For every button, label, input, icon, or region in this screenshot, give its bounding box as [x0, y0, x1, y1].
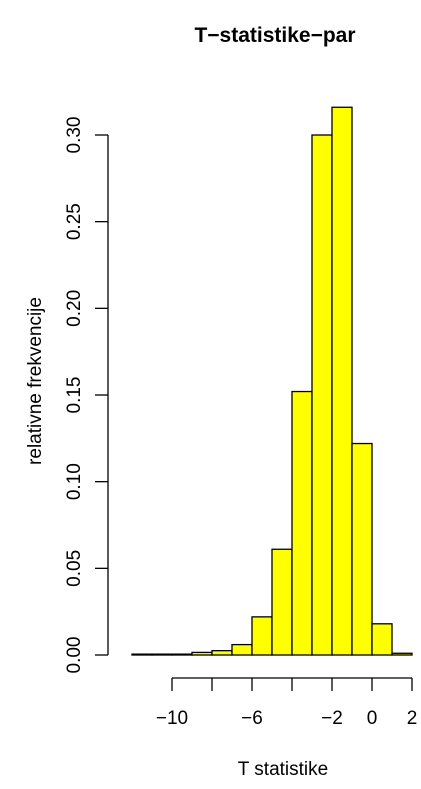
histogram-bar	[271, 548, 293, 656]
y-tick-label: 0.15	[64, 377, 85, 414]
x-tick-label: −2	[321, 708, 343, 729]
y-tick-label: 0.05	[64, 550, 85, 587]
y-tick-label: 0.00	[64, 637, 85, 674]
histogram-bar	[191, 651, 213, 656]
histogram-bar	[231, 643, 253, 656]
chart-title: T−statistike−par	[194, 24, 355, 47]
histogram-bar	[171, 653, 193, 656]
x-tick-label: −6	[241, 708, 263, 729]
histogram-bar	[311, 134, 333, 656]
x-tick-label: −10	[156, 708, 188, 729]
histogram-bar	[371, 623, 393, 656]
y-tick-label: 0.30	[64, 117, 85, 154]
y-axis-label: relativne frekvencije	[25, 297, 46, 465]
y-tick-label: 0.10	[64, 463, 85, 500]
histogram-bar	[251, 616, 273, 656]
x-axis: −10 −6 −2 0 2	[156, 677, 418, 729]
bars-group	[131, 106, 413, 656]
y-tick-label: 0.20	[64, 290, 85, 327]
histogram-bar	[211, 650, 233, 656]
histogram-bar	[131, 653, 153, 656]
histogram-bar	[151, 653, 173, 656]
histogram-bar	[331, 106, 353, 656]
x-tick-label: 0	[367, 708, 378, 729]
x-axis-label: T statistike	[238, 759, 328, 780]
histogram-bar	[391, 652, 413, 656]
y-tick-label: 0.25	[64, 203, 85, 240]
x-tick-label: 2	[407, 708, 418, 729]
histogram-bar	[351, 442, 373, 656]
histogram-bar	[291, 390, 313, 656]
y-axis: 0.00 0.05 0.10 0.15 0.20 0.25 0.30	[64, 117, 109, 674]
